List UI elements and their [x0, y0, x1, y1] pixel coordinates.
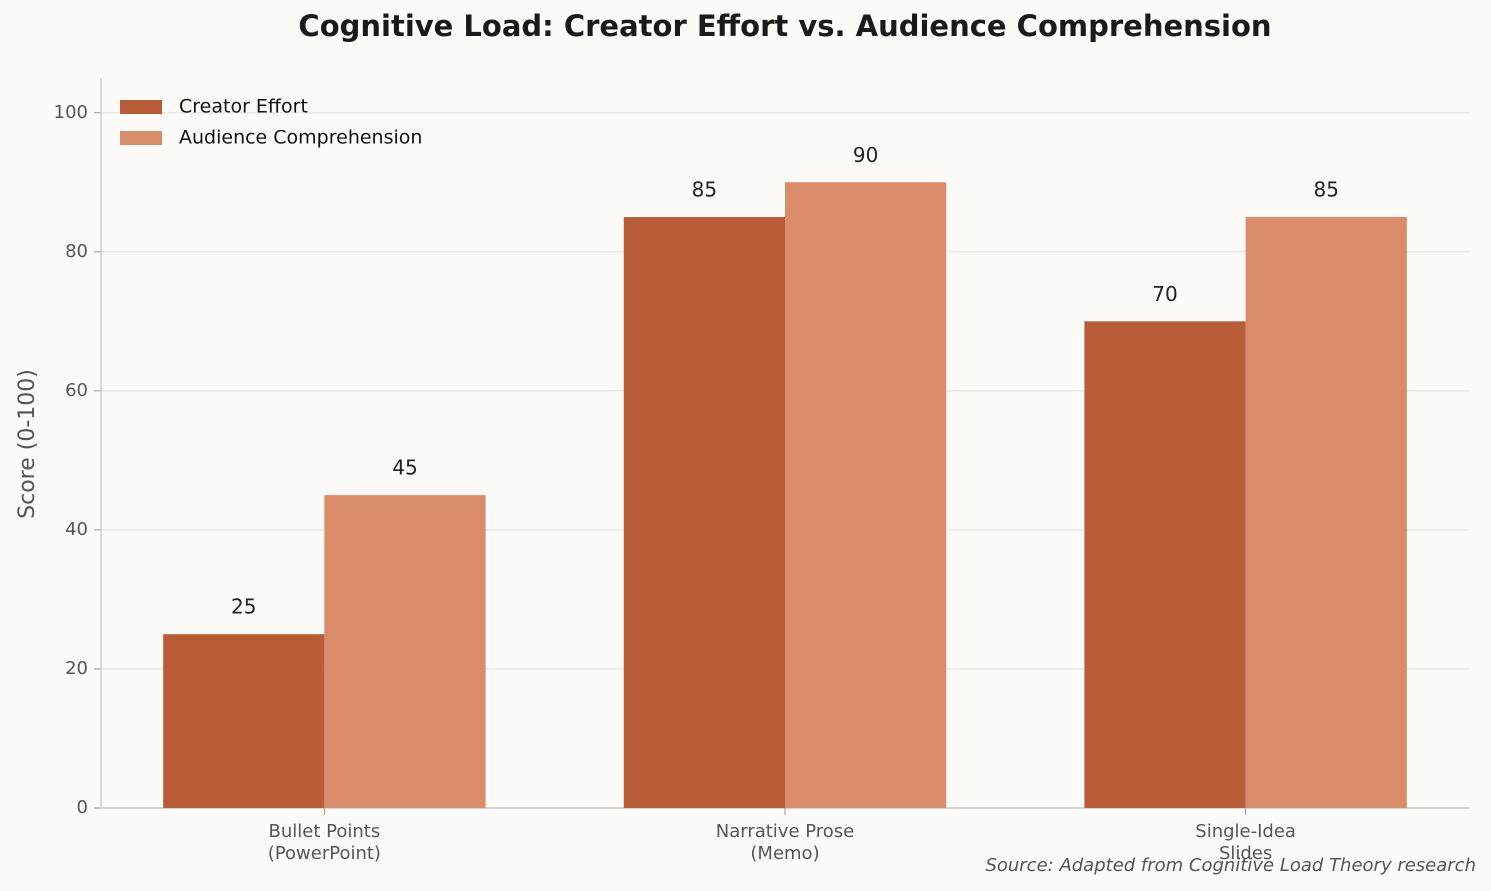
source-note: Source: Adapted from Cognitive Load Theo… [985, 855, 1476, 876]
chart-title: Cognitive Load: Creator Effort vs. Audie… [298, 9, 1271, 43]
bar [1245, 217, 1407, 809]
x-tick-label: Bullet Points (PowerPoint) [268, 821, 381, 864]
y-tick-label: 40 [65, 519, 88, 540]
value-label: 90 [853, 143, 878, 167]
x-tick-label: Narrative Prose (Memo) [716, 821, 855, 864]
bar [163, 634, 325, 808]
y-tick-label: 100 [54, 102, 88, 123]
legend-label: Creator Effort [179, 96, 308, 118]
legend-label: Audience Comprehension [179, 127, 422, 149]
legend-swatch [120, 131, 162, 145]
bar [785, 182, 947, 809]
value-label: 25 [231, 595, 256, 619]
legend-swatch [120, 100, 162, 114]
y-tick-label: 80 [65, 241, 88, 262]
bar [623, 217, 785, 809]
value-label: 70 [1152, 282, 1177, 306]
y-tick-label: 20 [65, 658, 88, 679]
value-label: 85 [1313, 178, 1338, 202]
bar [1084, 321, 1246, 808]
y-tick-label: 60 [65, 380, 88, 401]
value-label: 45 [392, 456, 417, 480]
y-axis-label: Score (0-100) [15, 369, 40, 519]
y-tick-label: 0 [77, 797, 88, 818]
x-tick-label: Single-Idea Slides [1195, 821, 1296, 864]
bar [324, 495, 486, 808]
value-label: 85 [692, 178, 717, 202]
